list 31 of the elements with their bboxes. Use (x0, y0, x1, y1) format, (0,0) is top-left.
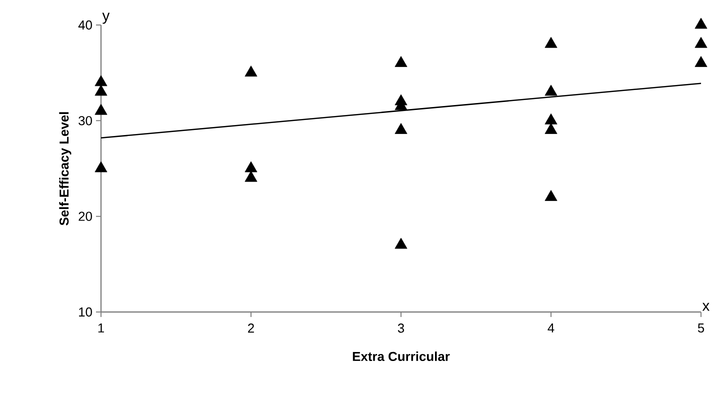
point (394, 238, 408, 249)
point (544, 84, 558, 96)
y-tick-label: 10 (79, 307, 92, 317)
point (244, 170, 258, 182)
x-tick-label: 1 (98, 324, 104, 332)
point (94, 84, 108, 96)
x-axis-title: Extra Curricular (352, 352, 450, 362)
point (544, 113, 558, 124)
point (244, 66, 258, 77)
point (394, 123, 408, 134)
x-tick-label: 2 (248, 324, 254, 333)
point (694, 36, 708, 48)
point (94, 161, 108, 172)
point (694, 18, 708, 29)
point (94, 104, 108, 115)
x-tick-label: 5 (698, 324, 704, 333)
point (94, 75, 108, 86)
point (544, 36, 558, 48)
text: x (702, 302, 710, 311)
y-axis-title: Self-Efficacy Level (59, 112, 72, 226)
point (544, 190, 558, 201)
y-tick-label: 30 (78, 116, 92, 126)
point (694, 56, 708, 67)
y-tick-label: 40 (78, 20, 92, 30)
point (544, 123, 558, 134)
point (244, 161, 258, 172)
text: y (102, 12, 110, 24)
point (394, 56, 408, 67)
y-tick-label: 20 (78, 212, 92, 221)
x-tick-label: 3 (398, 324, 404, 333)
x-tick-label: 4 (548, 324, 554, 332)
